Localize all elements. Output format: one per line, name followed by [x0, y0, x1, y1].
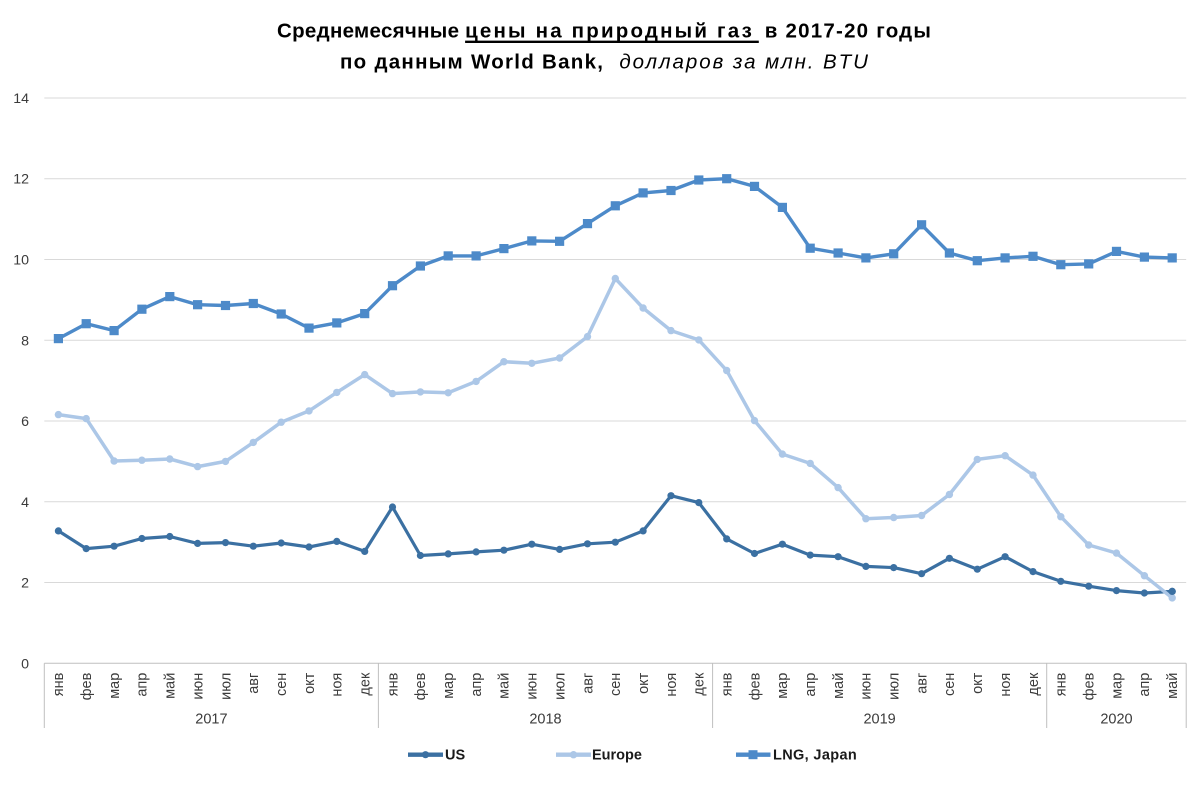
svg-text:2017: 2017 [195, 712, 227, 728]
svg-text:июл: июл [887, 673, 903, 700]
svg-text:сен: сен [274, 673, 290, 696]
svg-text:2: 2 [21, 576, 29, 592]
svg-text:сен: сен [942, 673, 958, 696]
svg-text:май: май [163, 673, 179, 699]
svg-text:US: US [445, 747, 465, 763]
svg-text:в 2017-20 годы: в 2017-20 годы [765, 19, 932, 42]
svg-text:янв: янв [720, 672, 736, 696]
svg-text:дек: дек [1026, 672, 1042, 696]
svg-text:6: 6 [21, 414, 29, 430]
svg-text:дек: дек [692, 672, 708, 696]
svg-text:дек: дек [358, 672, 374, 696]
svg-text:янв: янв [51, 672, 67, 696]
svg-text:май: май [831, 673, 847, 699]
svg-text:апр: апр [469, 673, 485, 697]
svg-text:янв: янв [385, 672, 401, 696]
svg-text:июн: июн [190, 673, 206, 700]
svg-text:0: 0 [21, 656, 29, 672]
svg-text:апр: апр [1137, 673, 1153, 697]
svg-text:8: 8 [21, 333, 29, 349]
svg-text:авг: авг [914, 673, 930, 694]
svg-text:сен: сен [608, 673, 624, 696]
svg-text:мар: мар [1109, 673, 1125, 699]
svg-text:май: май [497, 673, 513, 699]
svg-text:июл: июл [218, 673, 234, 700]
svg-text:апр: апр [803, 673, 819, 697]
svg-text:июн: июн [525, 673, 541, 700]
svg-text:ноя: ноя [330, 673, 346, 697]
svg-text:фев: фев [1082, 672, 1098, 700]
svg-text:Среднемесячные: Среднемесячные [277, 19, 459, 42]
svg-text:июл: июл [552, 673, 568, 700]
svg-text:фев: фев [747, 672, 763, 700]
svg-text:окт: окт [636, 672, 652, 694]
svg-text:2018: 2018 [529, 712, 561, 728]
svg-text:14: 14 [13, 91, 29, 107]
svg-text:цены на природный газ: цены на природный газ [465, 19, 754, 42]
svg-text:фев: фев [79, 672, 95, 700]
svg-text:Europe: Europe [592, 747, 642, 763]
svg-text:май: май [1165, 673, 1181, 699]
svg-text:12: 12 [13, 172, 29, 188]
svg-text:мар: мар [107, 673, 123, 699]
svg-text:10: 10 [13, 253, 29, 269]
svg-text:ноя: ноя [664, 673, 680, 697]
svg-text:мар: мар [775, 673, 791, 699]
svg-text:окт: окт [970, 672, 986, 694]
svg-text:2019: 2019 [863, 712, 895, 728]
svg-text:4: 4 [21, 495, 29, 511]
svg-text:по данным World Bank,: по данным World Bank, [340, 51, 604, 74]
svg-text:окт: окт [302, 672, 318, 694]
svg-text:авг: авг [246, 673, 262, 694]
svg-text:фев: фев [413, 672, 429, 700]
svg-text:апр: апр [135, 673, 151, 697]
svg-text:ноя: ноя [998, 673, 1014, 697]
svg-text:2020: 2020 [1100, 712, 1132, 728]
svg-text:янв: янв [1054, 672, 1070, 696]
svg-text:LNG, Japan: LNG, Japan [773, 747, 857, 763]
svg-text:авг: авг [580, 673, 596, 694]
svg-text:долларов за млн. BTU: долларов за млн. BTU [619, 51, 870, 74]
svg-text:июн: июн [859, 673, 875, 700]
svg-text:мар: мар [441, 673, 457, 699]
